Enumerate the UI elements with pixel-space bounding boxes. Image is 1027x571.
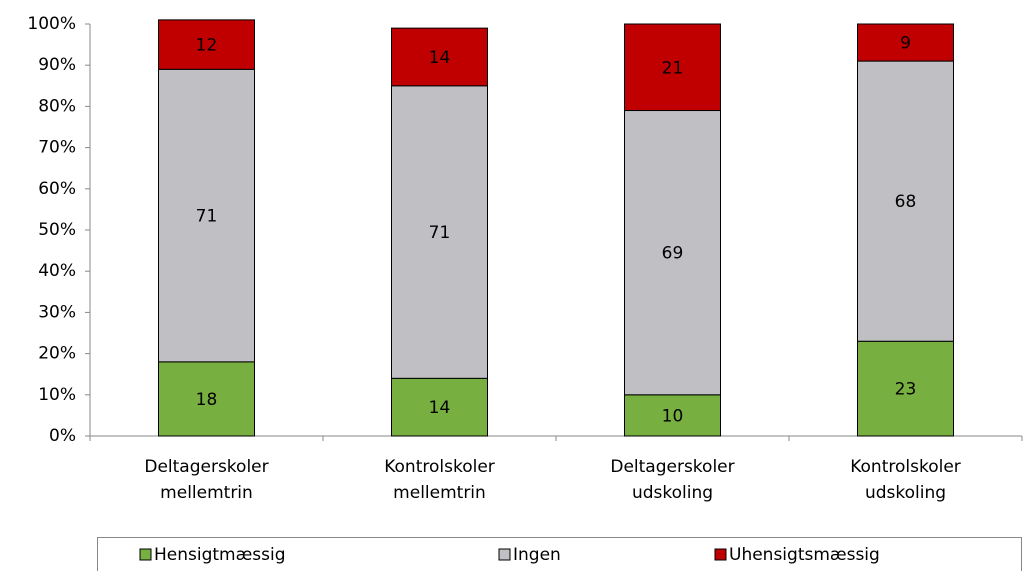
- y-tick-label: 40%: [38, 261, 76, 281]
- data-label: 12: [196, 36, 218, 56]
- y-tick-label: 30%: [38, 302, 76, 322]
- bar-segment: [391, 27, 488, 87]
- bar-segment: [624, 110, 721, 396]
- bar-segment: [158, 68, 255, 363]
- bar-segment: [857, 340, 954, 437]
- legend-box: [97, 537, 1022, 571]
- data-label: 21: [662, 58, 684, 78]
- data-label: 14: [429, 398, 451, 418]
- data-label: 71: [196, 207, 218, 227]
- y-tick-label: 0%: [49, 426, 76, 446]
- bar-segment: [158, 361, 255, 437]
- data-label: 10: [662, 406, 684, 426]
- data-label: 69: [662, 244, 684, 264]
- y-tick-label: 60%: [38, 179, 76, 199]
- y-tick-label: 10%: [38, 385, 76, 405]
- bar-segment: [391, 377, 488, 437]
- bar-segment: [624, 394, 721, 437]
- y-tick-label: 20%: [38, 344, 76, 364]
- legend-swatch: [498, 548, 511, 561]
- bar-segment: [391, 85, 488, 379]
- bar-segment: [857, 23, 954, 62]
- legend-swatch: [714, 548, 727, 561]
- x-tick-label: Deltagerskoler mellemtrin: [144, 457, 269, 503]
- bar-segment: [624, 23, 721, 112]
- y-tick-label: 80%: [38, 96, 76, 116]
- data-label: 9: [900, 34, 911, 54]
- legend-label: Ingen: [513, 545, 561, 565]
- y-tick-label: 100%: [27, 14, 76, 34]
- data-label: 71: [429, 223, 451, 243]
- data-label: 68: [895, 192, 917, 212]
- legend-label: Hensigtmæssig: [154, 545, 286, 565]
- y-tick-label: 50%: [38, 220, 76, 240]
- legend-label: Uhensigtsmæssig: [729, 545, 880, 565]
- bar-segment: [158, 19, 255, 70]
- data-label: 23: [895, 380, 917, 400]
- x-tick-label: Kontrolskoler mellemtrin: [384, 457, 495, 503]
- data-label: 18: [196, 390, 218, 410]
- bar-segment: [857, 60, 954, 342]
- data-label: 14: [429, 48, 451, 68]
- x-tick-label: Kontrolskoler udskoling: [850, 457, 961, 503]
- x-tick-label: Deltagerskoler udskoling: [610, 457, 735, 503]
- legend-swatch: [139, 548, 152, 561]
- y-tick-label: 70%: [38, 138, 76, 158]
- y-tick-label: 90%: [38, 55, 76, 75]
